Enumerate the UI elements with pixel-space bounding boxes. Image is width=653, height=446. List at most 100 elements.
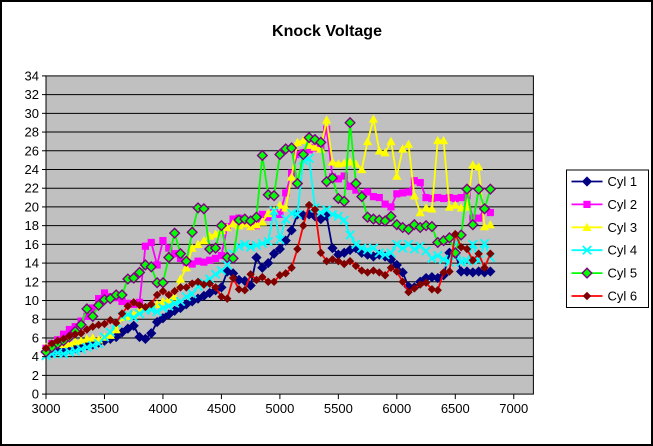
marker-square (457, 193, 465, 202)
marker-diamond-outlined (274, 148, 286, 161)
marker-diamond-small (416, 280, 425, 289)
marker-x (327, 209, 338, 220)
marker-triangle (403, 139, 414, 148)
marker-x (339, 215, 350, 225)
marker-x (275, 234, 285, 245)
y-tick-label: 0 (32, 387, 39, 402)
marker-diamond-outlined (162, 251, 175, 264)
marker-square (59, 330, 68, 338)
x-tick-label: 4500 (207, 401, 236, 416)
marker-triangle (251, 220, 262, 229)
marker-diamond-small (158, 286, 168, 296)
series-cyl-5 (40, 116, 497, 358)
marker-diamond-outlined (472, 183, 485, 195)
marker-diamond-outlined (86, 310, 99, 323)
marker-diamond-small (480, 263, 489, 272)
marker-diamond-outlined (385, 210, 397, 223)
marker-diamond-outlined (297, 148, 310, 161)
marker-x (163, 301, 174, 311)
marker-diamond-outlined (467, 218, 479, 231)
marker-diamond (274, 243, 285, 255)
marker-diamond-small (345, 256, 355, 266)
y-tick-label: 26 (25, 143, 39, 158)
marker-diamond-outlined (198, 203, 210, 215)
y-tick-label: 16 (25, 237, 39, 252)
legend: Cyl 1 Cyl 2 Cyl 3 Cyl 4 Cyl 5 Cyl 6 (566, 169, 649, 308)
marker-triangle (415, 207, 425, 217)
marker-diamond-small (228, 273, 238, 283)
marker-triangle (105, 330, 115, 339)
legend-entry-label: Cyl 2 (608, 197, 638, 212)
x-tick-label: 6500 (441, 401, 470, 416)
marker-diamond-small (316, 248, 326, 257)
legend-box (566, 169, 649, 308)
marker-square (340, 172, 348, 180)
marker-diamond-outlined (174, 247, 187, 260)
legend-entry-label: Cyl 1 (608, 174, 638, 189)
marker-x (152, 306, 162, 317)
marker-x (479, 238, 490, 249)
marker-square (375, 193, 383, 202)
marker-diamond-small (398, 277, 407, 287)
marker-diamond-small (269, 277, 279, 287)
marker-diamond-outlined (581, 267, 593, 279)
marker-diamond-small (41, 344, 51, 353)
marker-x (467, 239, 478, 250)
x-tick-label: 4000 (148, 401, 177, 416)
legend-entry: Cyl 5 (571, 266, 637, 281)
marker-square (194, 257, 202, 265)
marker-diamond-small (339, 259, 349, 269)
marker-diamond-small (205, 279, 214, 288)
marker-diamond-small (111, 318, 121, 328)
marker-diamond-small (386, 263, 396, 272)
marker-diamond-small (76, 329, 86, 338)
marker-triangle (228, 219, 238, 228)
marker-diamond (151, 316, 163, 328)
marker-square (200, 258, 208, 266)
marker-diamond-small (147, 300, 156, 309)
y-tick-label: 6 (32, 330, 39, 345)
marker-triangle (175, 274, 186, 283)
x-tick-label: 7000 (499, 401, 528, 416)
marker-triangle (310, 142, 320, 151)
marker-diamond-small (351, 261, 361, 271)
marker-square (65, 325, 73, 334)
marker-triangle (193, 239, 203, 249)
marker-diamond-small (82, 325, 92, 334)
marker-diamond-small (293, 244, 302, 254)
marker-x (82, 342, 92, 353)
marker-x (169, 298, 180, 309)
x-tick-label: 5000 (265, 401, 294, 416)
x-tick-label: 6000 (382, 401, 411, 416)
marker-x (187, 289, 198, 299)
marker-diamond-small (263, 277, 273, 287)
marker-diamond-small (223, 294, 232, 303)
marker-x (257, 238, 268, 249)
legend-entry: Cyl 2 (571, 197, 638, 212)
marker-square (206, 256, 214, 264)
y-tick-label: 14 (25, 256, 39, 271)
marker-x (345, 230, 355, 240)
marker-x (333, 211, 344, 222)
marker-square (141, 242, 149, 250)
marker-diamond-outlined (350, 177, 362, 190)
marker-diamond-small (363, 268, 372, 277)
marker-square (211, 254, 220, 262)
y-tick-label: 30 (25, 106, 39, 121)
marker-diamond-outlined (461, 183, 473, 195)
marker-square (147, 238, 155, 247)
marker-square (229, 215, 237, 223)
marker-diamond-outlined (180, 255, 193, 267)
marker-x (386, 247, 396, 258)
y-tick-label: 20 (25, 199, 39, 214)
marker-diamond-small (176, 283, 185, 292)
marker-square (89, 304, 97, 312)
marker-triangle (485, 220, 495, 229)
marker-diamond-small (462, 244, 472, 254)
marker-x (462, 256, 472, 267)
marker-diamond (128, 320, 139, 331)
marker-diamond-small (486, 249, 495, 258)
marker-triangle (199, 236, 209, 245)
marker-diamond-outlined (309, 133, 321, 146)
